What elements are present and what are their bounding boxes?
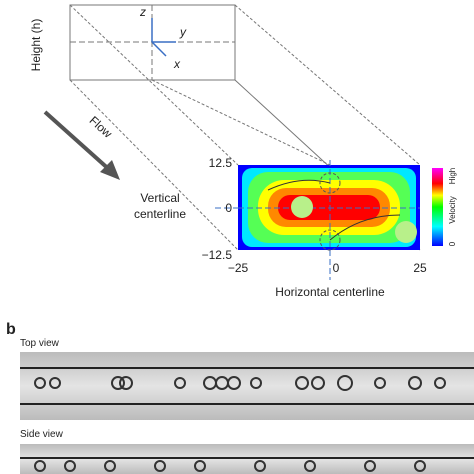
heatmap: [238, 160, 420, 280]
horizontal-label: Horizontal centerline: [275, 285, 385, 299]
colorbar-label: Velocity: [448, 196, 457, 224]
x-tick-label: 0: [333, 261, 340, 275]
axis-y: y: [179, 25, 187, 39]
x-tick-label: 25: [413, 261, 427, 275]
flow-arrow: [43, 110, 120, 180]
axis-z: z: [139, 5, 146, 19]
axes-arrows: [151, 18, 176, 57]
y-tick-label: −12.5: [202, 248, 233, 262]
vertical-label: centerline: [134, 207, 186, 221]
side-view-image: [20, 444, 474, 474]
top-view-label: Top view: [20, 338, 60, 349]
x-tick-label: −25: [228, 261, 249, 275]
colorbar: [432, 168, 443, 246]
colorbar-high: High: [448, 168, 457, 184]
flow-label: Flow: [87, 113, 115, 141]
y-tick-label: 0: [225, 201, 232, 215]
top-view-image: [20, 352, 474, 420]
panel-label: b: [6, 321, 16, 338]
axis-x: x: [173, 57, 181, 71]
vertical-label: Vertical: [140, 191, 179, 205]
side-view-label: Side view: [20, 429, 64, 440]
height-label: Height (h): [29, 19, 43, 72]
y-tick-label: 12.5: [209, 156, 233, 170]
colorbar-low: 0: [448, 241, 457, 246]
